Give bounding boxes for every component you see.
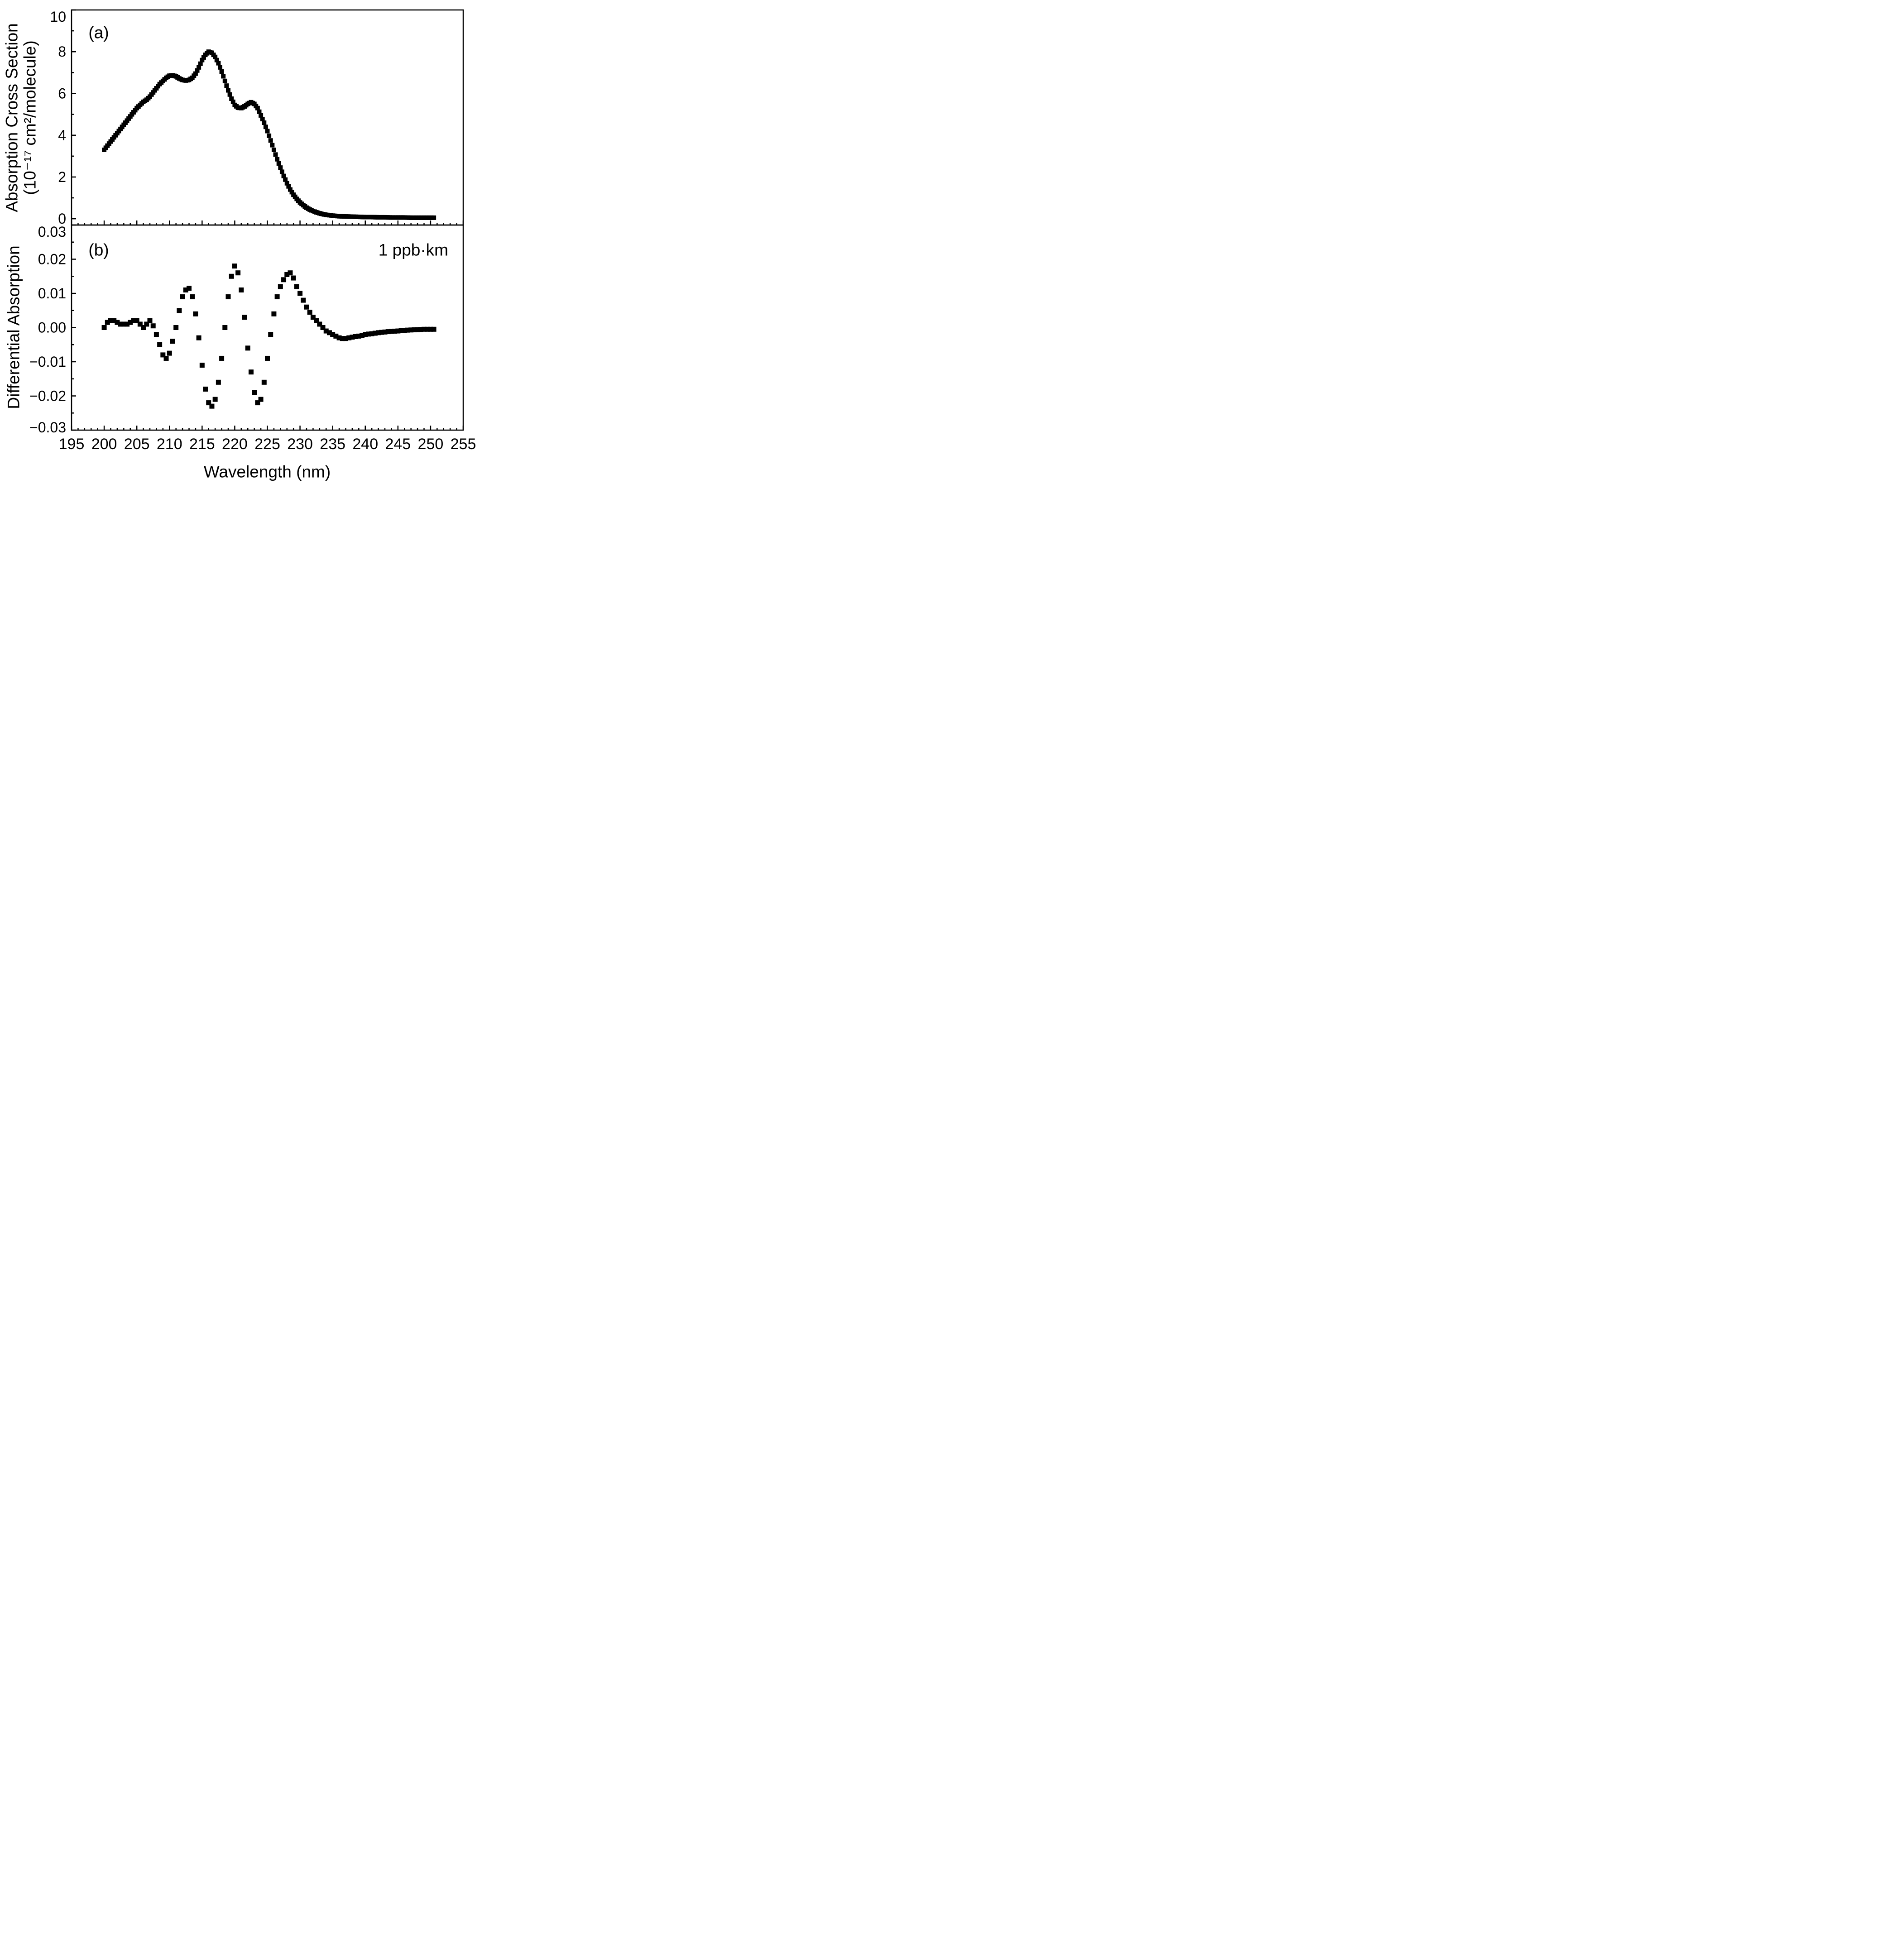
x-tick-label: 205 bbox=[124, 436, 150, 453]
y-tick-label: 2 bbox=[58, 169, 66, 185]
y-axis-title-b: Differential Absorption bbox=[4, 245, 23, 409]
figure: 0 2 4 6 8 10 0.03 0.02 0.01 0.00 −0.01 −0.02 −0.03 19… bbox=[0, 0, 476, 489]
y-tick-label: −0.02 bbox=[29, 388, 66, 404]
x-tick-label: 210 bbox=[157, 436, 182, 453]
x-tick-label: 230 bbox=[287, 436, 313, 453]
series-b bbox=[101, 264, 436, 409]
x-tick-label: 245 bbox=[385, 436, 411, 453]
x-tick-label: 250 bbox=[418, 436, 444, 453]
x-tick-label: 235 bbox=[320, 436, 345, 453]
x-axis-title: Wavelength (nm) bbox=[203, 462, 331, 481]
y-tick-label: 4 bbox=[58, 127, 66, 144]
x-tick-label: 255 bbox=[451, 436, 476, 453]
x-tick-label: 220 bbox=[222, 436, 248, 453]
y-tick-label: 0 bbox=[58, 211, 66, 227]
y-tick-label: 0.03 bbox=[38, 224, 66, 240]
y-tick-label: 10 bbox=[50, 9, 66, 25]
y-tick-label: 0.02 bbox=[38, 251, 66, 268]
series-a bbox=[102, 49, 436, 220]
chart-canvas: 0 2 4 6 8 10 0.03 0.02 0.01 0.00 −0.01 −0.02 −0.0319… bbox=[29, 9, 476, 453]
x-tick-label: 240 bbox=[352, 436, 378, 453]
y-tick-label: 8 bbox=[58, 43, 66, 60]
x-tick-label: 195 bbox=[59, 436, 85, 453]
y-tick-label: −0.03 bbox=[29, 419, 66, 436]
x-tick-label: 200 bbox=[91, 436, 117, 453]
y-axis-title-a-line1: Absorption Cross Section bbox=[2, 23, 21, 212]
y-tick-label: 0.00 bbox=[38, 320, 66, 336]
annotation-ppb-km: 1 ppb·km bbox=[378, 240, 448, 259]
x-tick-label: 225 bbox=[254, 436, 280, 453]
panel-b: 0.03 0.02 0.01 0.00 −0.01 −0.02 −0.03 bbox=[29, 224, 464, 436]
y-tick-label: 6 bbox=[58, 85, 66, 101]
panel-label-a: (a) bbox=[88, 23, 109, 42]
panel-a: 0 2 4 6 8 10 bbox=[50, 9, 464, 227]
y-tick-label: 0.01 bbox=[38, 285, 66, 302]
y-axis-title-a-line2: (10⁻¹⁷ cm²/molecule) bbox=[20, 40, 39, 195]
x-tick-label: 215 bbox=[189, 436, 215, 453]
panel-label-b: (b) bbox=[88, 240, 109, 259]
y-tick-label: −0.01 bbox=[29, 354, 66, 370]
